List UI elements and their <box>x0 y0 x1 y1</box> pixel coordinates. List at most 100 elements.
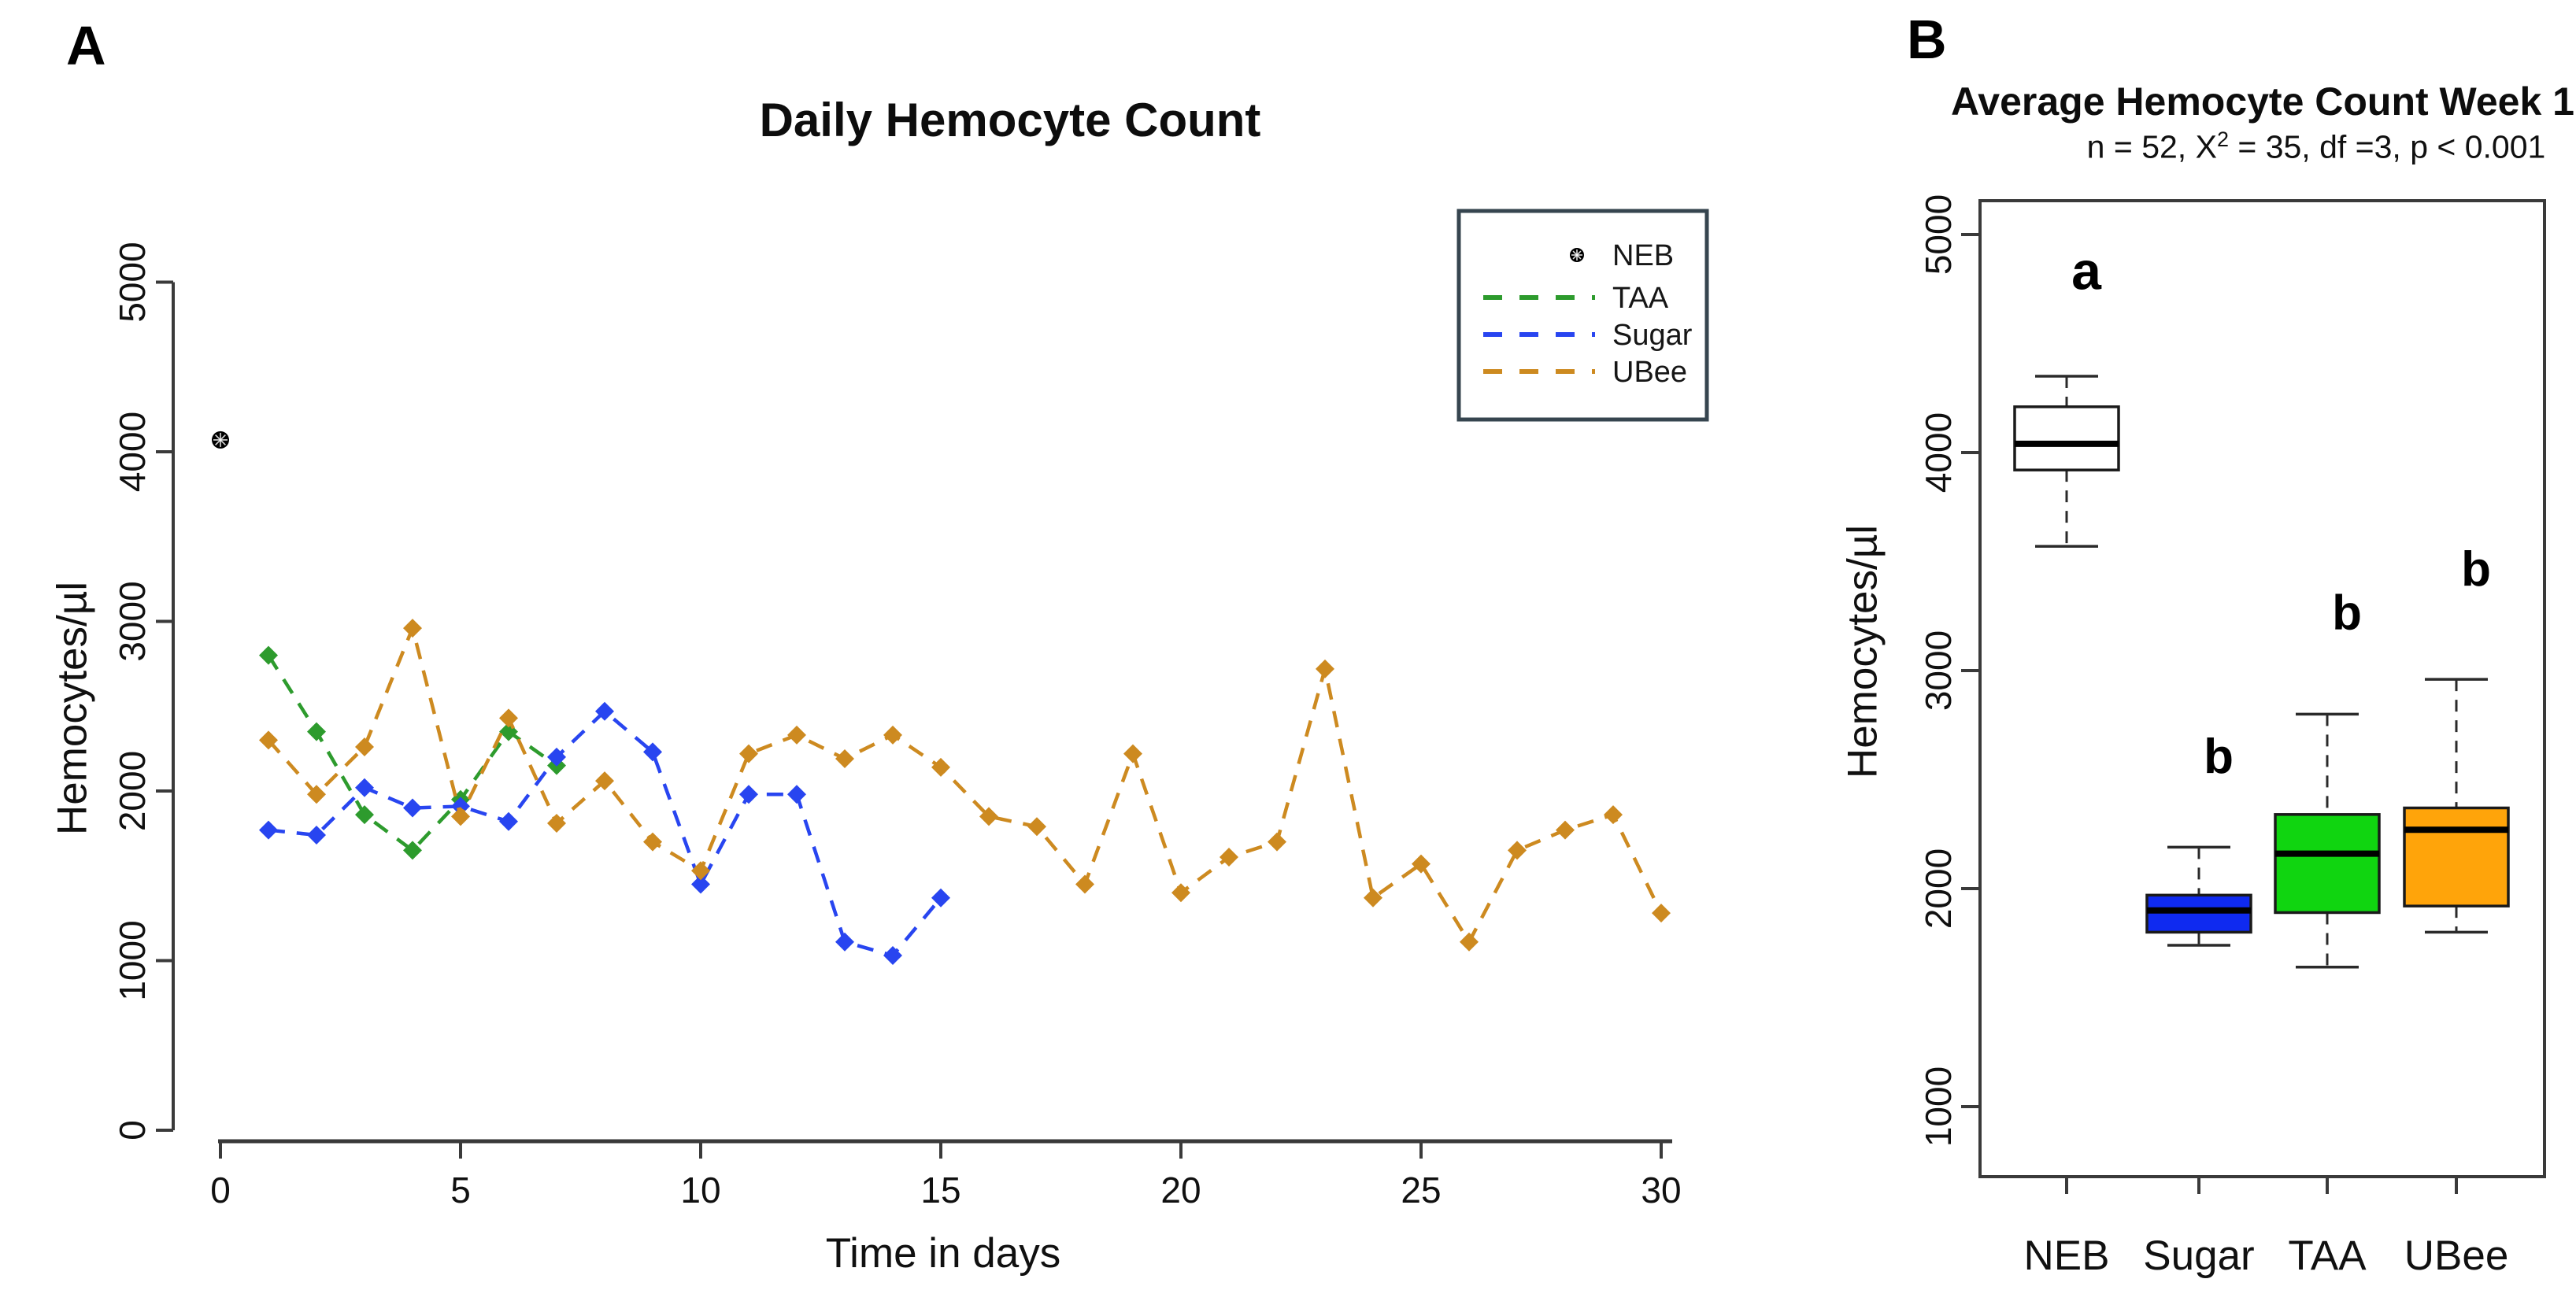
series-taa <box>259 645 566 860</box>
data-point-taa <box>403 841 422 860</box>
data-point-ubee <box>547 813 566 833</box>
y-tick-label: 4000 <box>112 412 153 492</box>
data-point-sugar <box>739 785 758 804</box>
y-tick-label: 5000 <box>1918 194 1959 275</box>
data-point-ubee <box>403 619 422 638</box>
data-point-sugar <box>547 747 566 767</box>
data-point-taa <box>259 645 278 665</box>
data-point-sugar <box>307 826 326 845</box>
series-sugar <box>259 701 950 966</box>
x-tick-label: 20 <box>1160 1170 1201 1211</box>
data-point-ubee <box>1123 744 1142 763</box>
data-point-ubee <box>1364 888 1382 907</box>
panel-a-y-axis-title: Hemocytes/µl <box>49 581 96 836</box>
legend-item-label: TAA <box>1612 282 1669 315</box>
data-point-ubee <box>355 737 374 756</box>
data-point-ubee <box>1268 832 1286 852</box>
data-point-ubee <box>1027 817 1046 837</box>
category-label-taa: TAA <box>2288 1233 2367 1279</box>
series-neb <box>212 431 229 449</box>
y-tick-label: 2000 <box>1918 848 1959 929</box>
data-point-sugar <box>595 701 614 721</box>
data-point-ubee <box>1604 805 1623 825</box>
panel-b-letter: B <box>1907 9 1947 70</box>
y-tick-label: 1000 <box>112 920 153 1000</box>
y-tick-label: 0 <box>112 1120 153 1140</box>
legend-item-taa: TAA <box>1483 282 1669 315</box>
data-point-ubee <box>739 744 758 763</box>
x-tick-label: 10 <box>680 1170 720 1211</box>
boxplot-sugar: b <box>2145 730 2252 947</box>
data-point-sugar <box>787 785 806 804</box>
sig-letter: b <box>2461 542 2491 597</box>
legend-frame <box>1456 209 1709 422</box>
data-point-sugar <box>883 946 902 966</box>
panel-a-x-axis-title: Time in days <box>825 1230 1061 1277</box>
legend-item-label: Sugar <box>1612 319 1693 352</box>
data-point-ubee <box>307 785 326 804</box>
boxplot-neb: a <box>2013 241 2120 548</box>
data-point-sugar <box>403 798 422 818</box>
boxplot-taa: b <box>2274 586 2381 969</box>
data-point-sugar <box>451 797 470 816</box>
legend-item-sugar: Sugar <box>1483 319 1693 352</box>
legend-item-neb: NEB <box>1570 239 1674 272</box>
data-point-sugar <box>643 742 662 762</box>
iqr-box <box>2403 806 2510 907</box>
x-tick-label: 15 <box>920 1170 960 1211</box>
iqr-box <box>2274 813 2381 915</box>
data-point-ubee <box>787 725 806 745</box>
y-tick-label: 2000 <box>112 751 153 831</box>
data-point-ubee <box>1075 874 1094 894</box>
data-point-ubee <box>1508 841 1527 860</box>
data-point-ubee <box>883 725 902 745</box>
legend-item-label: NEB <box>1612 239 1674 272</box>
stats-superscript: 2 <box>2216 128 2229 151</box>
data-point-taa <box>355 805 374 825</box>
legend-item-ubee: UBee <box>1483 356 1687 389</box>
legend-box: NEB TAA Sugar UBee <box>1456 209 1709 422</box>
category-label-ubee: UBee <box>2404 1233 2509 1279</box>
data-point-ubee <box>643 832 662 852</box>
panel-b-plot: 1000 2000 3000 4000 5000 a b b b <box>1918 194 2546 1194</box>
data-point-sugar <box>931 888 950 907</box>
point-star-glint <box>215 434 226 445</box>
x-tick-label: 0 <box>210 1170 231 1211</box>
series-ubee <box>259 619 1671 952</box>
data-point-ubee <box>451 807 470 826</box>
panel-a-title: Daily Hemocyte Count <box>759 94 1261 146</box>
data-point-ubee <box>835 749 854 769</box>
category-label-neb: NEB <box>2023 1233 2110 1279</box>
data-point-ubee <box>1460 932 1479 952</box>
sig-letter: a <box>2071 241 2102 301</box>
data-point-ubee <box>595 771 614 791</box>
data-point-ubee <box>931 757 950 777</box>
y-tick-label: 1000 <box>1918 1066 1959 1147</box>
sig-letter: b <box>2204 730 2234 784</box>
y-tick-label: 5000 <box>112 242 153 322</box>
data-point-sugar <box>691 874 710 894</box>
neb-point-symbol <box>212 431 229 449</box>
data-point-ubee <box>1220 848 1238 867</box>
panel-b-title: Average Hemocyte Count Week 1 <box>1951 79 2574 124</box>
iqr-box <box>2145 893 2252 934</box>
x-tick-label: 30 <box>1641 1170 1681 1211</box>
data-point-ubee <box>979 807 998 826</box>
category-label-sugar: Sugar <box>2143 1233 2255 1279</box>
point-star-glint <box>1572 250 1582 260</box>
data-point-sugar <box>835 932 854 952</box>
data-point-ubee <box>499 708 518 728</box>
data-point-ubee <box>691 861 710 881</box>
series-line-ubee <box>267 622 1664 946</box>
boxplot-ubee: b <box>2403 542 2510 934</box>
sig-letter: b <box>2332 586 2362 640</box>
data-point-sugar <box>499 811 518 831</box>
stats-text-post: = 35, df =3, p < 0.001 <box>2228 128 2546 165</box>
data-point-ubee <box>1412 854 1430 874</box>
data-point-taa <box>307 722 326 741</box>
panel-a-plot: 0 1000 2000 3000 4000 5000 0 5 10 15 20 25 30 <box>112 242 1681 1211</box>
x-tick-label: 25 <box>1401 1170 1441 1211</box>
neb-point-symbol <box>1570 248 1584 262</box>
data-point-ubee <box>1556 820 1575 840</box>
